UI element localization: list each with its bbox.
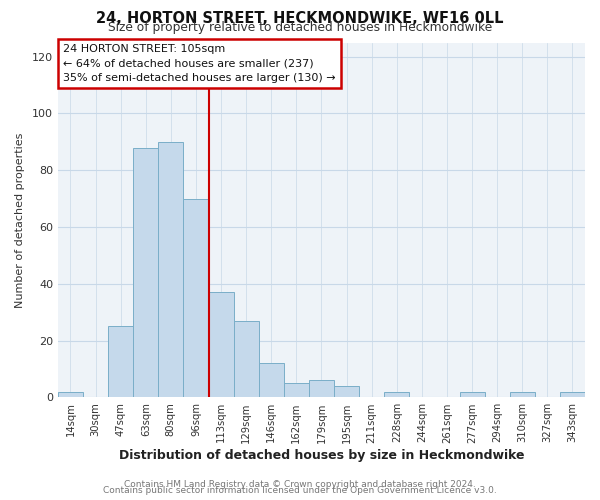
Text: Contains HM Land Registry data © Crown copyright and database right 2024.: Contains HM Land Registry data © Crown c… <box>124 480 476 489</box>
Text: 24, HORTON STREET, HECKMONDWIKE, WF16 0LL: 24, HORTON STREET, HECKMONDWIKE, WF16 0L… <box>96 11 504 26</box>
Y-axis label: Number of detached properties: Number of detached properties <box>15 132 25 308</box>
Bar <box>209 292 233 398</box>
Text: Contains public sector information licensed under the Open Government Licence v3: Contains public sector information licen… <box>103 486 497 495</box>
Bar <box>560 392 585 398</box>
Bar <box>158 142 184 398</box>
Bar <box>334 386 359 398</box>
X-axis label: Distribution of detached houses by size in Heckmondwike: Distribution of detached houses by size … <box>119 450 524 462</box>
Bar <box>233 320 259 398</box>
Text: 24 HORTON STREET: 105sqm
← 64% of detached houses are smaller (237)
35% of semi-: 24 HORTON STREET: 105sqm ← 64% of detach… <box>63 44 336 83</box>
Bar <box>259 364 284 398</box>
Bar <box>184 198 209 398</box>
Bar <box>309 380 334 398</box>
Bar <box>460 392 485 398</box>
Bar <box>58 392 83 398</box>
Bar <box>510 392 535 398</box>
Bar <box>133 148 158 398</box>
Bar <box>284 383 309 398</box>
Text: Size of property relative to detached houses in Heckmondwike: Size of property relative to detached ho… <box>108 22 492 35</box>
Bar <box>108 326 133 398</box>
Bar <box>384 392 409 398</box>
